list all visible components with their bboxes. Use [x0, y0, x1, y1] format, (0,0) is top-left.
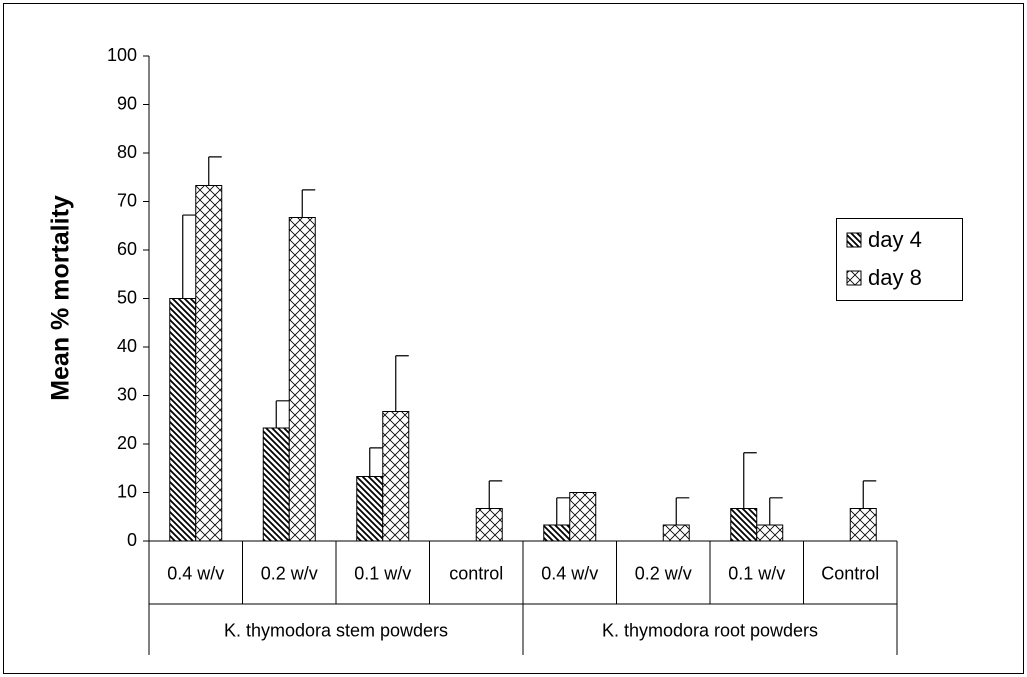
legend-swatch — [846, 232, 862, 248]
y-tick-label: 50 — [117, 287, 137, 307]
error-bar — [675, 497, 690, 525]
x-tick-label: 0.2 w/v — [635, 563, 692, 583]
x-group-label: K. thymodora root powders — [602, 620, 818, 640]
bar — [262, 427, 290, 542]
x-tick-label: control — [449, 563, 503, 583]
bar — [382, 411, 410, 542]
error-bar — [369, 447, 383, 477]
legend-label: day 8 — [868, 265, 922, 290]
error-bar — [395, 355, 409, 412]
legend-box — [836, 218, 963, 301]
bar — [662, 524, 690, 542]
x-tick-label: 0.2 w/v — [261, 563, 318, 583]
y-tick-label: 0 — [127, 530, 137, 550]
chart-border — [3, 3, 1024, 674]
y-tick-label: 40 — [117, 336, 137, 356]
bar — [475, 508, 503, 542]
bar — [756, 524, 784, 542]
x-tick-label: 0.4 w/v — [167, 563, 224, 583]
error-bar — [301, 189, 316, 218]
bar — [169, 298, 197, 542]
error-bar — [556, 497, 570, 525]
error-bar — [488, 480, 503, 509]
x-group-label: K. thymodora stem powders — [224, 620, 448, 640]
legend-label: day 4 — [868, 227, 922, 252]
bar — [849, 508, 877, 542]
x-tick-label: 0.4 w/v — [541, 563, 598, 583]
y-tick-label: 80 — [117, 142, 137, 162]
x-tick-label: 0.1 w/v — [354, 563, 411, 583]
x-tick-label: Control — [821, 563, 879, 583]
error-bar — [862, 480, 877, 509]
bar — [288, 217, 316, 542]
y-tick-label: 100 — [107, 45, 137, 65]
error-bar — [208, 156, 222, 186]
legend-swatch — [846, 270, 862, 286]
bar — [195, 184, 223, 542]
x-tick-label: 0.1 w/v — [728, 563, 785, 583]
y-tick-label: 30 — [117, 384, 137, 404]
bar — [569, 492, 597, 542]
bar — [356, 475, 384, 542]
y-tick-label: 70 — [117, 190, 137, 210]
error-bar — [743, 452, 757, 509]
error-bar — [275, 400, 290, 428]
bar — [543, 524, 571, 542]
y-tick-label: 90 — [117, 93, 137, 113]
bar — [730, 508, 758, 542]
y-tick-label: 10 — [117, 481, 137, 501]
y-axis-label: Mean % mortality — [47, 195, 75, 401]
error-bar — [769, 497, 783, 525]
error-bar — [182, 214, 196, 299]
y-tick-label: 60 — [117, 239, 137, 259]
y-tick-label: 20 — [117, 433, 137, 453]
